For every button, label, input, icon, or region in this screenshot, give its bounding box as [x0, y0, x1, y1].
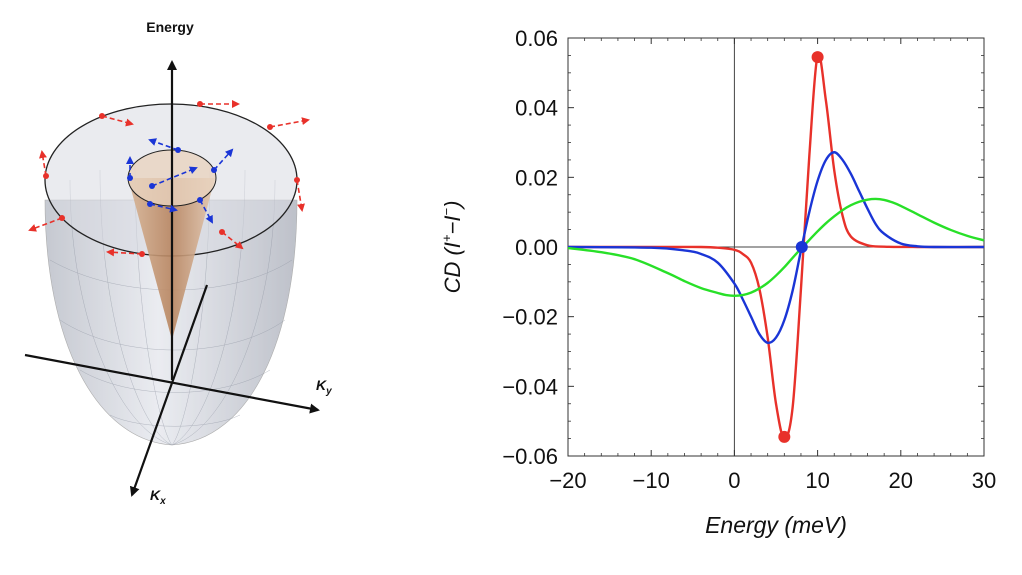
y-axis-label: CD (I+−I−)	[439, 201, 465, 294]
x-axis-label: Energy (meV)	[705, 512, 847, 538]
x-tick-label: 20	[889, 468, 913, 493]
dispersion-cone-diagram: Energy Ky Kx	[24, 19, 332, 507]
y-tick-label: −0.06	[502, 444, 558, 469]
outer-spin-arrows	[28, 100, 310, 257]
cd-line-chart: −20 −10 0 10 20 30 −0.06 −0.04 −0.02 0.00 0.02 0.0…	[439, 26, 996, 538]
ky-axis-label: Ky	[316, 377, 332, 397]
y-tick-label: −0.04	[502, 374, 558, 399]
series-lines	[567, 52, 985, 440]
x-tick-label: 30	[972, 468, 996, 493]
y-tick-label: 0.02	[515, 165, 558, 190]
mesh-lines	[49, 164, 293, 446]
x-tick-label: 10	[805, 468, 829, 493]
y-tick-labels: −0.06 −0.04 −0.02 0.00 0.02 0.04 0.06	[502, 26, 558, 469]
data-markers	[778, 51, 824, 443]
kx-axis-label: Kx	[150, 487, 166, 507]
energy-axis-label: Energy	[146, 19, 194, 35]
x-tick-label: −10	[633, 468, 670, 493]
kx-axis	[129, 284, 209, 497]
marker-point-2	[778, 430, 791, 443]
y-tick-label: 0.00	[515, 235, 558, 260]
marker-point-1	[811, 51, 824, 64]
y-tick-label: −0.02	[502, 305, 558, 330]
x-tick-label: −20	[549, 468, 586, 493]
marker-point-3	[795, 241, 808, 253]
x-tick-label: 0	[728, 468, 740, 493]
inner-spin-arrows	[126, 138, 234, 224]
y-tick-label: 0.06	[515, 26, 558, 51]
y-tick-label: 0.04	[515, 96, 558, 121]
series-line-1	[568, 52, 985, 440]
axis-ticks	[567, 37, 985, 457]
x-tick-labels: −20 −10 0 10 20 30	[549, 468, 996, 493]
series-line-2	[567, 151, 985, 345]
